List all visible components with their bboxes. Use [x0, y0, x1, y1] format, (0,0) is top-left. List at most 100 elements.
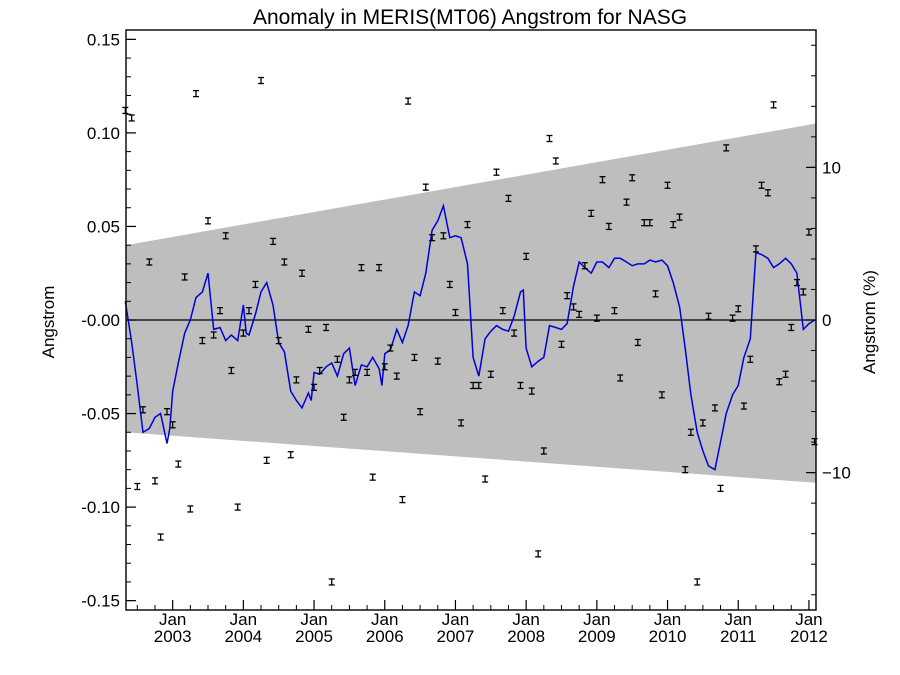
data-point — [634, 338, 641, 347]
x-tick-label-year: 2012 — [790, 627, 828, 646]
x-tick-label-year: 2011 — [720, 627, 757, 646]
data-point — [599, 176, 606, 184]
data-point — [564, 292, 571, 300]
data-point — [664, 181, 671, 189]
data-point — [646, 219, 653, 227]
data-point — [805, 228, 812, 236]
data-point — [217, 306, 224, 315]
data-point — [293, 376, 300, 384]
data-point — [246, 306, 253, 315]
x-tick-label-year: 2003 — [154, 627, 192, 646]
data-point — [558, 340, 565, 348]
data-point — [758, 181, 765, 189]
data-point — [434, 357, 441, 365]
data-point — [493, 168, 500, 176]
data-point — [364, 368, 371, 377]
data-point — [464, 220, 471, 229]
axis-ticks — [126, 38, 816, 610]
data-point — [511, 329, 518, 337]
x-tick-label-month: Jan — [725, 610, 752, 629]
data-point — [411, 353, 418, 362]
data-point — [199, 336, 206, 345]
data-point — [228, 366, 235, 375]
data-point — [405, 97, 412, 105]
data-point — [593, 314, 600, 322]
y-tick-label: 0.10 — [87, 124, 120, 143]
data-point — [446, 280, 453, 289]
data-point — [581, 262, 588, 270]
data-point — [487, 370, 494, 378]
data-point — [305, 325, 312, 334]
data-point — [139, 406, 146, 414]
data-point — [164, 408, 171, 416]
data-point — [299, 269, 306, 277]
data-point — [670, 220, 677, 229]
data-point — [234, 503, 241, 511]
data-point — [270, 237, 277, 246]
data-point — [770, 101, 777, 109]
data-point — [417, 408, 424, 416]
y-tick-label: 0.15 — [87, 30, 120, 49]
y-tick-label: -0.10 — [81, 498, 120, 517]
data-point — [776, 378, 783, 386]
data-point — [328, 578, 335, 586]
data-point — [393, 372, 400, 380]
data-point — [458, 419, 465, 427]
y2-axis-title: Angstrom (%) — [860, 270, 879, 374]
data-point — [729, 314, 736, 322]
plot-area — [122, 29, 818, 611]
data-point — [275, 336, 282, 345]
data-point — [323, 323, 330, 332]
data-point — [181, 273, 188, 281]
data-point — [717, 484, 724, 493]
data-point — [617, 374, 624, 382]
data-point — [499, 306, 506, 315]
data-point — [422, 183, 429, 191]
data-point — [740, 402, 747, 410]
data-point — [505, 194, 512, 203]
data-point — [169, 421, 176, 429]
x-tick-label-year: 2010 — [649, 627, 687, 646]
data-point — [623, 198, 630, 206]
data-point — [122, 106, 129, 115]
data-point — [788, 323, 795, 332]
data-point — [222, 232, 229, 240]
data-point — [475, 381, 482, 390]
data-point — [552, 157, 559, 165]
data-point — [523, 252, 530, 261]
x-tick-label-month: Jan — [795, 610, 822, 629]
data-point — [387, 344, 394, 352]
data-point — [470, 381, 477, 390]
data-point — [334, 355, 341, 363]
data-point — [711, 404, 718, 412]
data-point — [682, 466, 689, 474]
x-tick-label-year: 2008 — [507, 627, 545, 646]
x-tick-label-month: Jan — [371, 610, 398, 629]
data-point — [752, 245, 759, 253]
series-line — [124, 203, 816, 471]
data-point — [369, 473, 376, 481]
y-axis-title: Angstrom — [39, 286, 58, 359]
data-point — [240, 329, 247, 337]
x-tick-label-month: Jan — [442, 610, 469, 629]
y-tick-label: -0.15 — [81, 592, 120, 611]
data-point — [482, 475, 489, 483]
data-point — [175, 460, 182, 468]
data-point — [352, 368, 359, 377]
data-point — [187, 505, 194, 513]
data-point — [528, 387, 535, 395]
data-point — [376, 263, 383, 272]
data-point — [705, 312, 712, 320]
x-tick-label-month: Jan — [300, 610, 327, 629]
data-point — [358, 263, 365, 272]
data-point — [205, 217, 212, 225]
data-point — [252, 280, 259, 289]
data-point — [281, 258, 288, 266]
x-tick-label-year: 2007 — [437, 627, 475, 646]
data-point — [629, 174, 636, 182]
data-point — [699, 419, 706, 427]
y2-tick-label: 0 — [822, 311, 831, 330]
y-tick-label: -0.00 — [81, 311, 120, 330]
data-point — [346, 376, 353, 384]
